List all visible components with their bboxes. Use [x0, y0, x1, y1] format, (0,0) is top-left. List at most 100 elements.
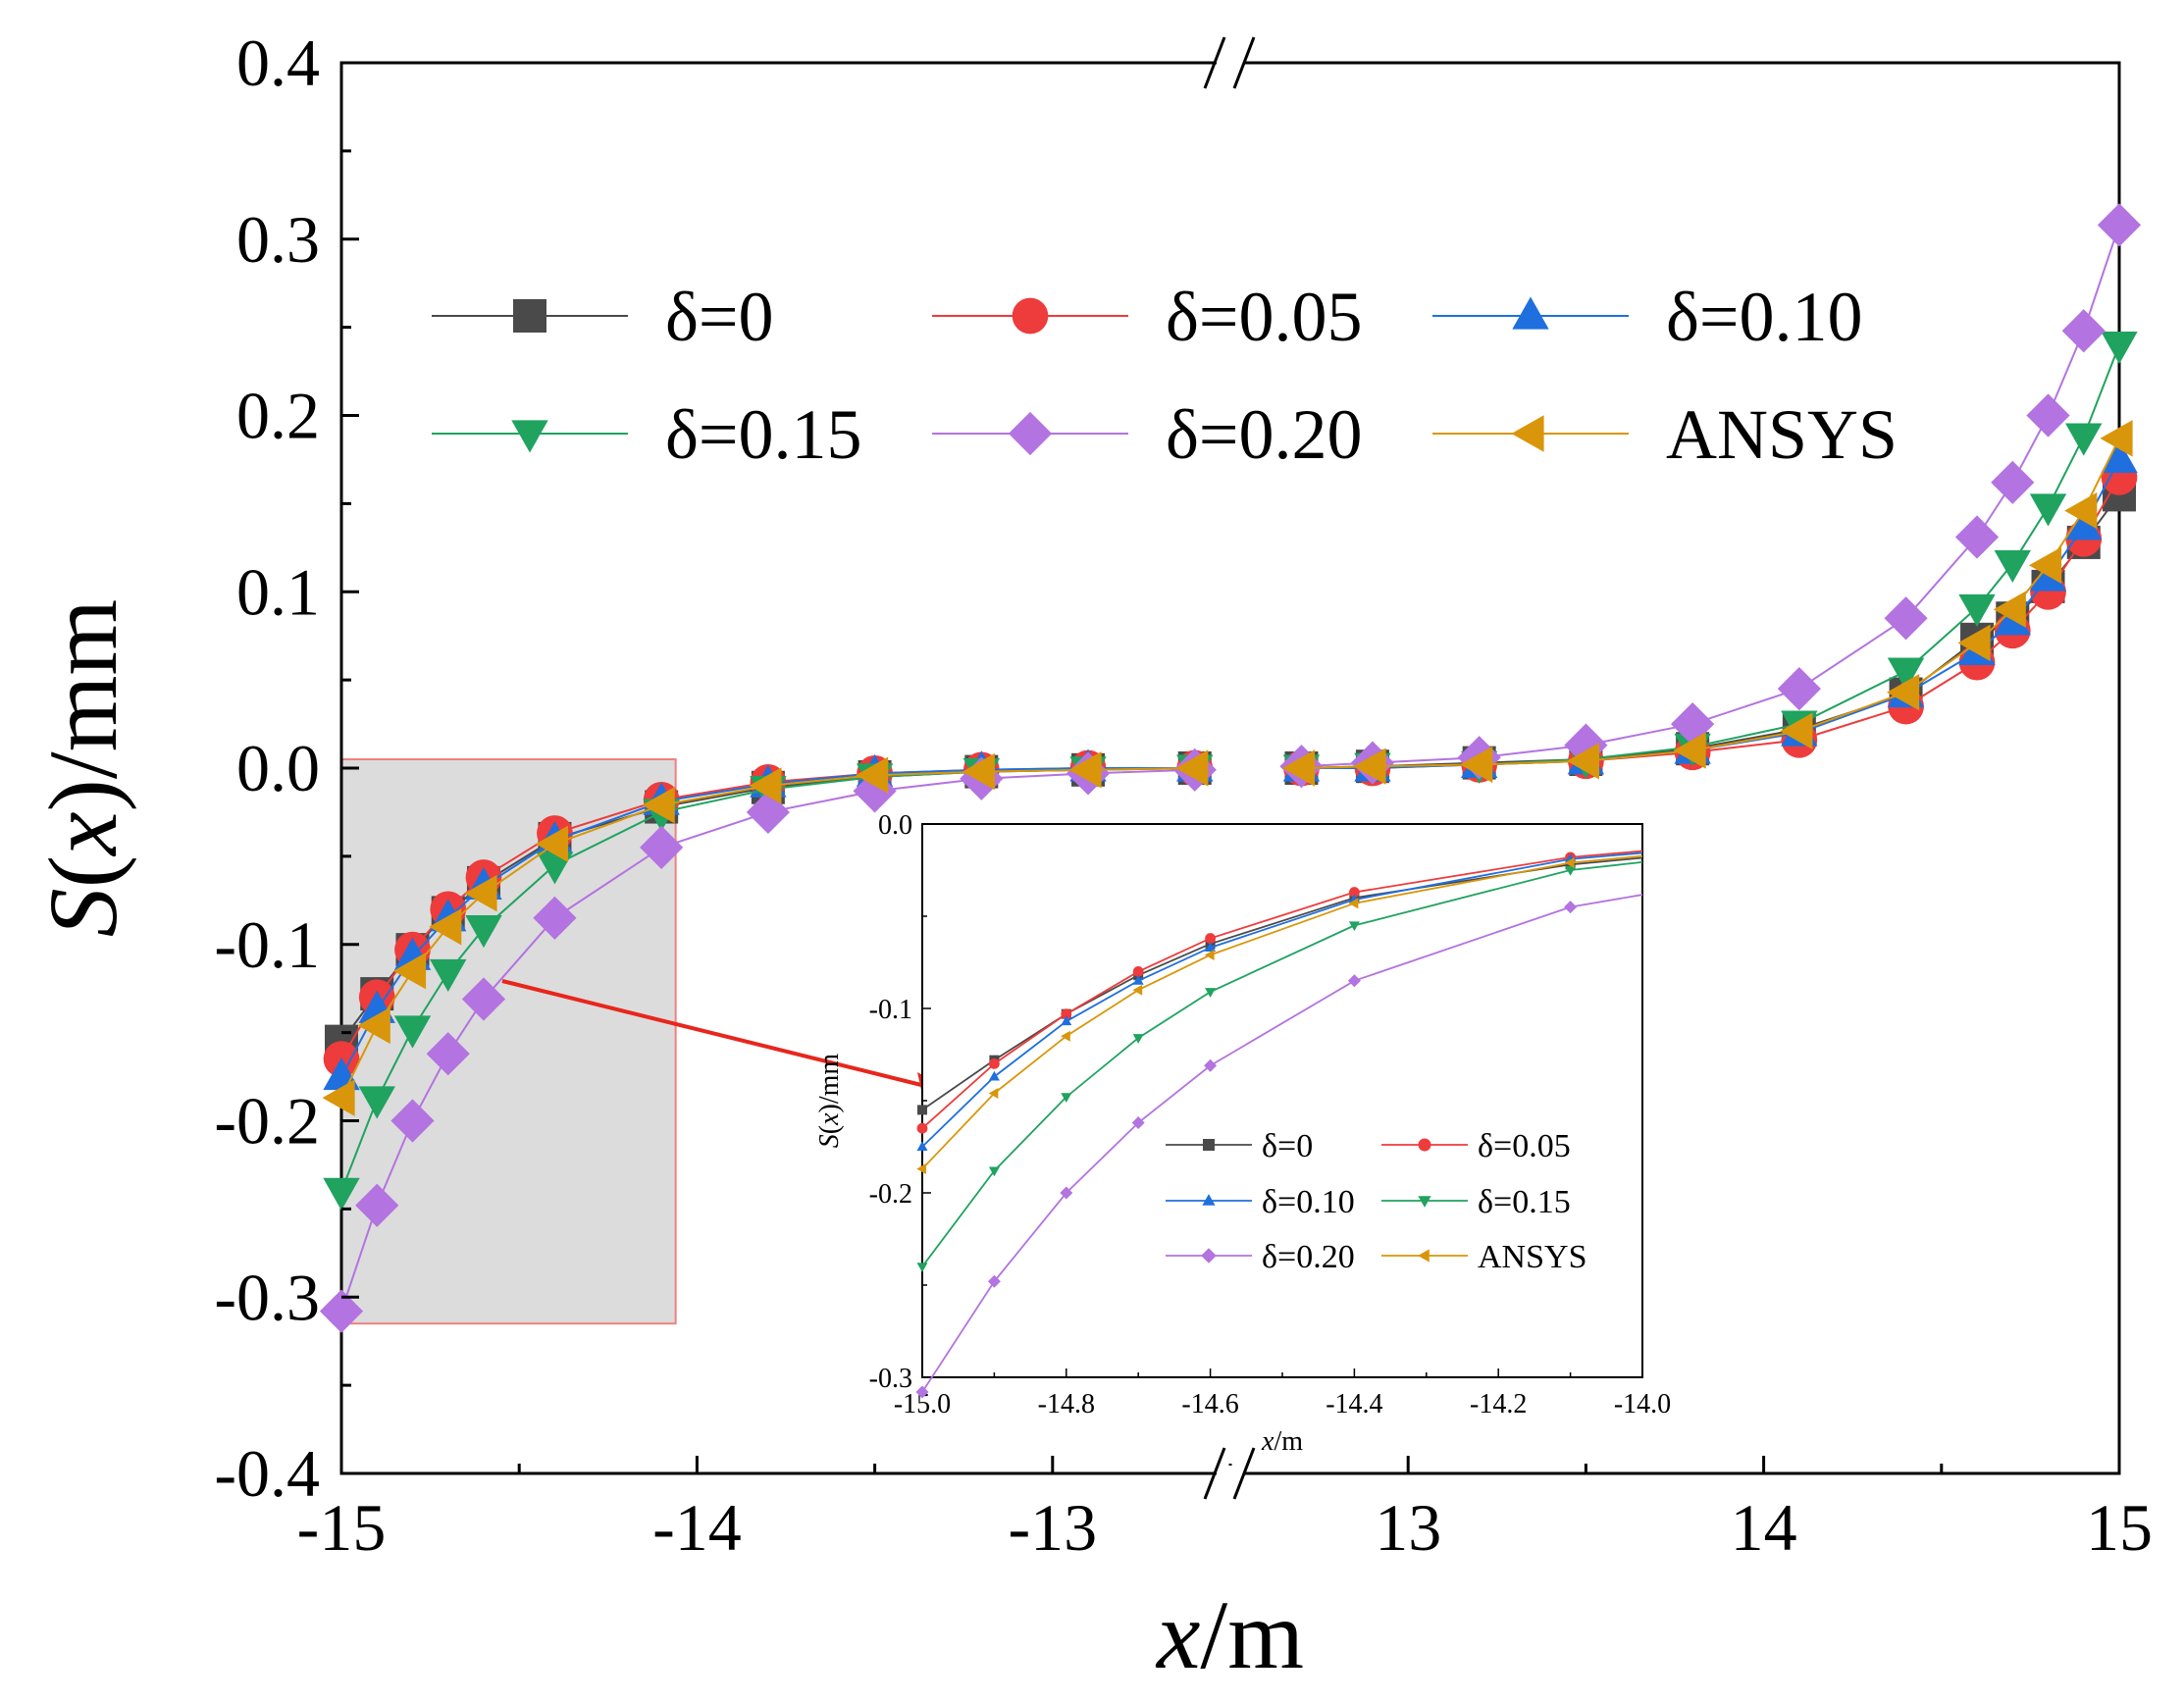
data-point: [1884, 596, 1928, 641]
main-legend: δ=0 δ=0.05 δ=0.10 δ=0.15 δ=0.20 ANSYS: [432, 278, 1898, 474]
data-point: [2026, 393, 2070, 438]
y-tick-label: 0.2: [236, 379, 320, 453]
break-slash: [1203, 36, 1226, 89]
main-series-group: [319, 203, 2142, 1333]
data-point: [962, 752, 995, 791]
data-point: [1993, 591, 2026, 628]
data-point: [535, 825, 569, 862]
inset-data-point: [1348, 898, 1359, 909]
inset-data-point: [988, 1087, 999, 1099]
legend-marker: [513, 299, 546, 333]
y-tick-label: 0.4: [236, 26, 320, 100]
break-gap: [1217, 1466, 1244, 1481]
data-point: [2061, 309, 2106, 353]
data-point: [355, 1183, 399, 1227]
data-point: [465, 914, 502, 949]
data-point: [642, 787, 675, 824]
inset-data-point: [1061, 1030, 1070, 1042]
inset-data-point: [1061, 1008, 1072, 1020]
legend-marker: [511, 420, 548, 453]
y-tick-label: 0.1: [236, 554, 320, 629]
main-axis-ticks: 0.4 0.3 0.2 0.1 0.0 -0.1 -0.2 -0.3 -0.4-15 -14 -13…: [214, 26, 2153, 1565]
inset-data-point: [1204, 1058, 1218, 1072]
top-axis-break: [1203, 36, 1256, 89]
data-point: [1566, 743, 1599, 780]
legend-entry: δ=0.05: [932, 278, 1363, 356]
legend-label: δ=0.20: [1166, 395, 1363, 474]
inset-legend-entry: δ=0.10: [1166, 1184, 1355, 1220]
y-tick-label: 0.3: [236, 202, 320, 277]
data-point: [1991, 460, 2035, 504]
inset-y-axis-title: S(x)/mm: [814, 1054, 845, 1149]
data-point: [1777, 667, 1821, 711]
data-point: [2065, 507, 2103, 541]
inset-legend-marker: [1418, 1196, 1431, 1208]
data-break-gap: [1219, 747, 1242, 790]
bottom-axis-break: [1203, 1447, 1256, 1500]
inset-legend-entry: ANSYS: [1381, 1239, 1586, 1275]
legend-marker: [1512, 296, 1549, 330]
x-axis-title: x/m: [1155, 1580, 1304, 1689]
data-point: [461, 977, 506, 1021]
inset-series-2: [916, 851, 1643, 1151]
inset-legend-entry: δ=0: [1166, 1128, 1313, 1164]
inset-border: [921, 823, 1643, 1378]
inset-legend-label: δ=0: [1262, 1128, 1313, 1164]
inset-data-point: [989, 1058, 1000, 1069]
break-slash: [1232, 36, 1256, 89]
inset-data-point: [1349, 887, 1360, 898]
inset-legend-marker: [1418, 1138, 1431, 1152]
data-point: [1954, 515, 2000, 559]
x-tick-label: -13: [1008, 1490, 1097, 1565]
inset-x-tick-label: -14.4: [1326, 1389, 1382, 1419]
inset-legend-marker: [1418, 1249, 1430, 1263]
inset-series-line: [921, 894, 1643, 1393]
data-point: [533, 896, 577, 940]
data-point: [357, 1006, 390, 1045]
inset-y-tick-label: -0.1: [869, 995, 912, 1025]
inset-data-point: [1061, 1093, 1072, 1103]
inset-data-point: [1347, 974, 1361, 988]
legend-marker: [1012, 297, 1049, 335]
inset-legend-label: δ=0.15: [1478, 1184, 1571, 1220]
inset-data-point: [1132, 984, 1143, 996]
data-point: [1994, 549, 2031, 584]
inset-legend-label: δ=0.10: [1262, 1184, 1355, 1220]
data-point: [2101, 439, 2138, 474]
inset-y-tick-label: 0.0: [878, 810, 912, 841]
data-point: [853, 769, 897, 813]
data-point: [1281, 749, 1316, 787]
y-axis-title: S(x)/mm: [28, 599, 137, 937]
inset-series-4: [915, 894, 1643, 1399]
data-point: [322, 1079, 355, 1116]
inset-data-point: [988, 1070, 1000, 1081]
inset-data-point: [915, 1385, 929, 1399]
x-tick-label: 15: [2086, 1490, 2153, 1565]
data-point: [1068, 751, 1102, 789]
break-slash: [1203, 1447, 1226, 1500]
inset-data-point: [917, 1105, 927, 1115]
y-tick-label: -0.3: [214, 1260, 320, 1334]
data-point: [1957, 624, 1991, 662]
break-slash: [1232, 1447, 1256, 1500]
data-point: [426, 1032, 470, 1076]
data-point: [390, 1099, 435, 1143]
x-tick-label: 14: [1731, 1490, 1797, 1565]
legend-label: δ=0: [665, 278, 774, 356]
inset-series-line: [921, 854, 1643, 1170]
inset-data-point: [1205, 942, 1217, 952]
series-5: [322, 420, 2133, 1116]
data-point: [429, 908, 462, 946]
inset-y-tick-label: -0.3: [869, 1364, 912, 1394]
inset-legend-entry: δ=0.20: [1166, 1239, 1355, 1275]
inset-data-point: [1564, 856, 1575, 868]
data-point: [2065, 423, 2103, 456]
x-tick-label: -15: [297, 1490, 387, 1565]
data-point: [1353, 748, 1386, 785]
data-point: [2100, 420, 2133, 457]
data-point: [2029, 493, 2067, 527]
data-point: [1887, 657, 1925, 691]
inset-series-line: [921, 851, 1643, 1148]
inset-data-point: [1060, 1186, 1073, 1200]
axis-break-marks: [1203, 36, 1256, 1500]
